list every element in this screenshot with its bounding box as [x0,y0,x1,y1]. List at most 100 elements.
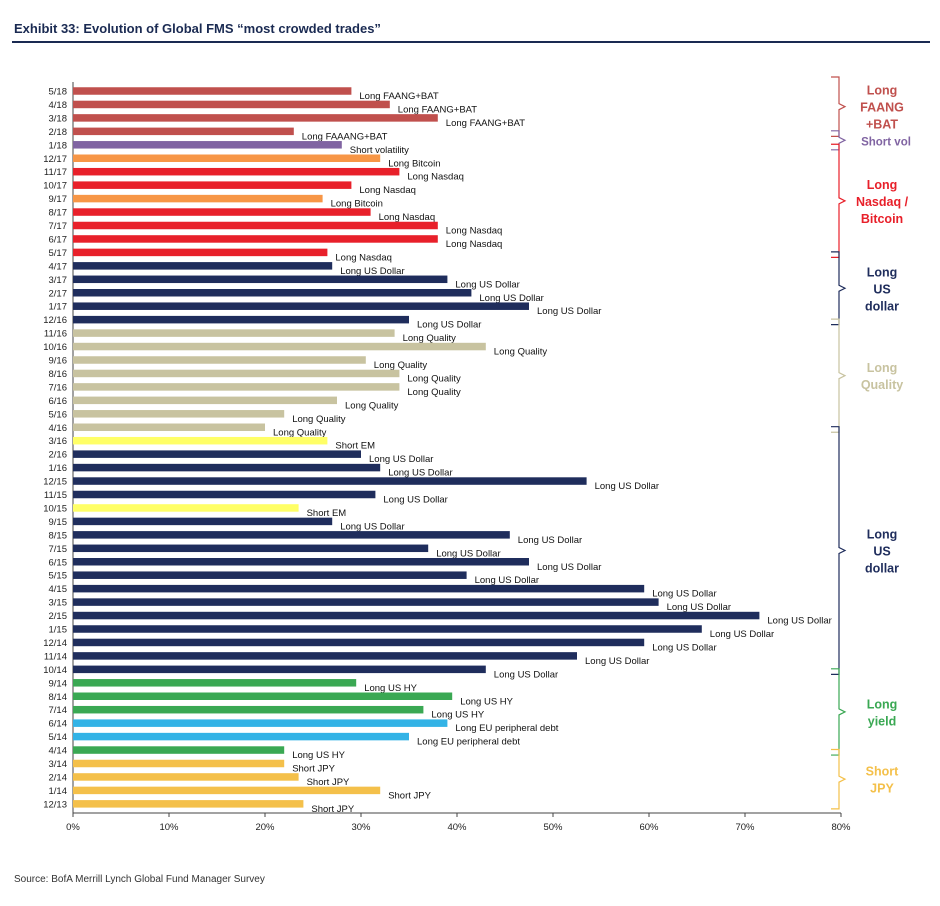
category-label: 9/17 [49,194,68,205]
group-label: Nasdaq / [856,195,909,209]
category-label: 2/17 [49,288,68,299]
x-tick-label: 0% [66,822,80,833]
bar-label: Long US Dollar [652,589,716,600]
bar-label: Long EU peripheral debt [455,723,558,734]
page-title: Exhibit 33: Evolution of Global FMS “mos… [14,21,381,36]
bar-label: Long US Dollar [667,602,731,613]
category-label: 12/15 [43,477,67,488]
bar-label: Long US Dollar [369,454,433,465]
bar [73,558,529,566]
bar-label: Long US Dollar [479,293,543,304]
title-rule [12,41,930,43]
x-tick-label: 20% [255,822,275,833]
bar [73,517,333,526]
bar-label: Long Quality [407,373,461,384]
x-tick-label: 40% [447,822,467,833]
bar [73,221,438,230]
category-label: 12/13 [43,799,67,810]
bar [73,302,529,310]
bar-label: Long US Dollar [340,521,404,532]
category-label: 11/16 [44,329,67,340]
group-label: dollar [865,562,899,576]
group-label: Long [867,178,898,192]
bar-label: Long US HY [292,750,345,761]
x-tick-label: 30% [351,822,371,833]
bar-label: Long US Dollar [518,535,582,546]
bar-label: Long Quality [292,414,346,425]
bar [73,759,285,768]
bar-label: Short JPY [311,804,354,815]
group-label: Long [867,697,898,711]
bar [73,705,424,714]
bar-label: Long Nasdaq [359,185,416,196]
bar-label: Short JPY [292,764,335,775]
bar [73,208,371,216]
bar-label: Long FAANG+BAT [359,91,438,102]
category-label: 2/16 [49,450,68,461]
category-label: 4/14 [49,746,68,757]
bar [73,315,409,324]
source-note: Source: BofA Merrill Lynch Global Fund M… [14,874,265,885]
bar [73,235,438,243]
bar-label: Long US Dollar [436,548,500,559]
category-label: 5/17 [49,248,68,259]
bar [73,396,337,405]
category-label: 5/15 [49,571,68,582]
bar [73,679,357,687]
bar [73,571,467,579]
group-bracket [831,251,847,326]
category-label: 1/16 [49,463,68,474]
category-label: 4/16 [49,423,68,434]
group-label: Short vol [861,136,911,148]
bar-label: Long US Dollar [595,481,659,492]
bar-label: Long US Dollar [652,642,716,653]
bar-label: Long Nasdaq [407,172,464,183]
group-label: Quality [861,378,903,392]
bar-label: Long US Dollar [767,616,831,627]
group-bracket [831,143,847,258]
bar-label: Long US Dollar [340,266,404,277]
group-label: Short [866,765,899,779]
group-bracket [831,130,847,151]
category-label: 10/16 [43,342,67,353]
bar-label: Long FAAANG+BAT [302,131,388,142]
category-label: 9/16 [49,356,68,367]
group-bracket [831,748,847,810]
bar-label: Long Quality [403,333,457,344]
bar-label: Long Quality [345,400,399,411]
bar [73,719,448,727]
bar-label: Short EM [335,441,375,452]
bar [73,248,328,257]
bar [73,652,577,660]
bar-label: Long US Dollar [455,279,519,290]
category-label: 11/15 [44,490,67,501]
category-label: 5/18 [49,87,68,98]
category-label: 3/17 [49,275,68,286]
bar-label: Long Quality [407,387,461,398]
category-label: 3/16 [49,436,68,447]
category-label: 6/14 [49,719,68,730]
group-label: Bitcoin [861,212,903,226]
bar-label: Long US HY [431,710,484,721]
bar-label: Long Nasdaq [335,252,392,263]
category-label: 1/14 [49,786,68,797]
category-label: 11/14 [44,651,67,662]
group-label: Long [867,361,898,375]
category-label: 2/15 [49,611,68,622]
bar-label: Long US HY [364,683,417,694]
category-label: 5/16 [49,409,68,420]
bar [73,289,472,297]
category-label: 6/17 [49,234,68,245]
category-label: 1/18 [49,140,68,151]
category-label: 6/16 [49,396,68,407]
bar [73,154,381,162]
bar [73,692,453,700]
category-label: 4/18 [49,100,68,111]
bar [73,275,448,284]
bar [73,329,395,337]
bar-label: Short EM [307,508,347,519]
group-label: US [873,545,890,559]
x-tick-label: 60% [639,822,659,833]
category-label: 7/14 [49,705,68,716]
bar-label: Short JPY [388,790,431,801]
